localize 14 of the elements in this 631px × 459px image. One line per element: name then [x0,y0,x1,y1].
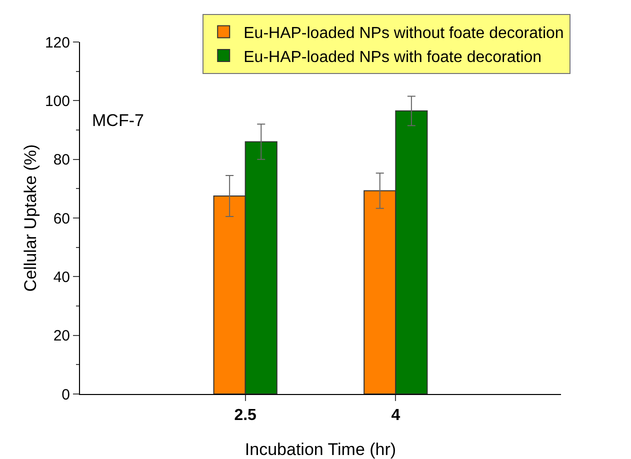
y-tick-label: 120 [44,34,70,52]
legend-label: Eu-HAP-loaded NPs without foate decoration [244,24,564,42]
y-axis-title: Cellular Uptake (%) [21,144,40,292]
y-tick-label: 40 [53,268,70,286]
legend-label: Eu-HAP-loaded NPs with foate decoration [244,48,542,66]
y-tick-label: 20 [53,328,70,345]
x-tick-label: 2.5 [234,407,257,424]
x-tick-label: 4 [391,407,400,424]
y-tick-label: 60 [53,210,70,228]
y-tick-label: 0 [62,386,70,404]
y-tick-label: 80 [53,152,70,169]
x-axis-title: Incubation Time (hr) [244,440,396,459]
y-tick-label: 100 [44,92,70,110]
annotation: MCF-7 [92,111,144,130]
